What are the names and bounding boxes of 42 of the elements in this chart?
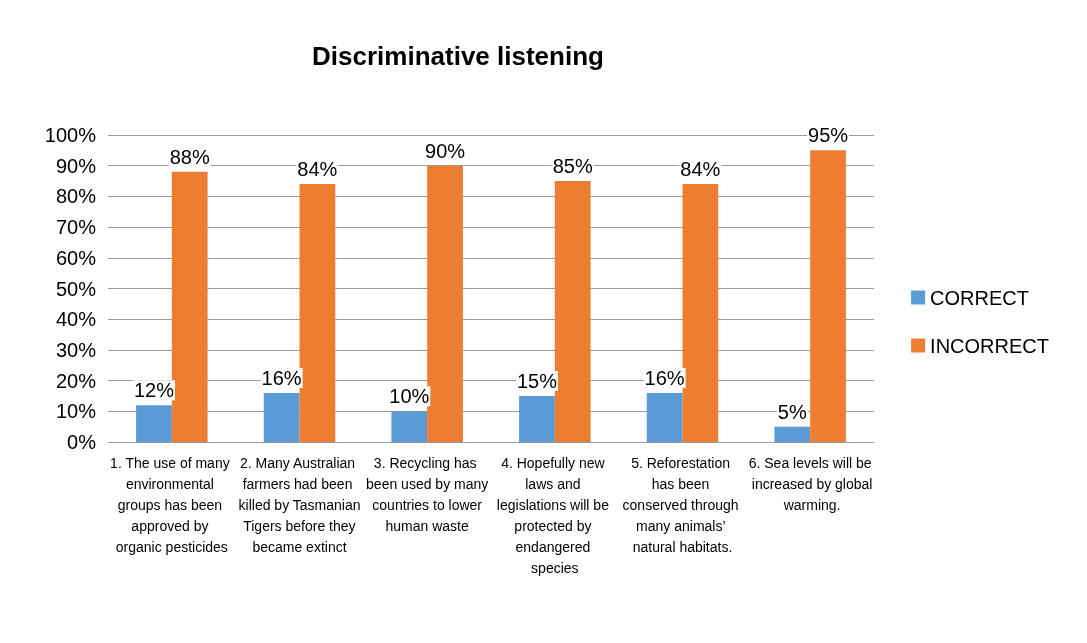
bar xyxy=(519,395,555,442)
data-label: 85% xyxy=(552,155,593,178)
bar xyxy=(263,392,300,442)
x-tick-label: 6. Sea levels will be increased by global warming. xyxy=(747,454,873,513)
y-tick-label: 10% xyxy=(55,400,97,423)
y-tick-label: 70% xyxy=(55,216,97,239)
y-tick-label: 60% xyxy=(55,246,97,269)
x-tick-label: 1. The use of many environmental groups has been approved by organic pesticides xyxy=(110,454,234,555)
y-tick-label: 50% xyxy=(55,277,97,300)
bar xyxy=(391,411,428,442)
data-label: 10% xyxy=(389,385,430,408)
data-label: 84% xyxy=(680,158,721,181)
x-tick-label: 4. Hopefully new laws and legislations will be protected by endangered species xyxy=(496,454,613,576)
y-tick-label: 90% xyxy=(55,154,97,177)
data-label: 16% xyxy=(261,366,302,389)
data-label: 95% xyxy=(808,124,849,147)
y-tick-label: 0% xyxy=(67,431,97,453)
legend-label: INCORRECT xyxy=(930,334,1049,357)
data-label: 5% xyxy=(777,400,807,423)
data-label: 88% xyxy=(169,145,210,168)
bar xyxy=(774,426,811,442)
bar xyxy=(646,392,683,442)
chart-title: Discriminative listening xyxy=(312,41,604,71)
data-label: 15% xyxy=(516,369,558,392)
legend-label: CORRECT xyxy=(930,286,1029,309)
x-tick-label: 5. Reforestation has been conserved through many animals’ natural habitats. xyxy=(622,454,743,555)
data-label: 84% xyxy=(297,158,338,181)
y-tick-label: 80% xyxy=(55,185,97,208)
data-label: 12% xyxy=(133,379,175,402)
bar xyxy=(682,184,719,442)
y-tick-label: 100% xyxy=(44,124,97,146)
bar xyxy=(810,150,846,442)
y-tick-label: 20% xyxy=(55,369,97,392)
bar xyxy=(299,184,336,442)
y-tick-label: 40% xyxy=(55,308,97,331)
x-tick-label: 3. Recycling has been used by many countries to lower human waste xyxy=(366,454,489,534)
bar xyxy=(136,405,172,442)
x-tick-label: 2. Many Australian farmers had been killed by Tasmanian Tigers before they became extinct xyxy=(238,454,361,555)
data-label: 90% xyxy=(425,139,466,162)
data-label: 16% xyxy=(644,366,685,389)
bar xyxy=(427,165,463,442)
y-tick-label: 30% xyxy=(55,338,97,361)
